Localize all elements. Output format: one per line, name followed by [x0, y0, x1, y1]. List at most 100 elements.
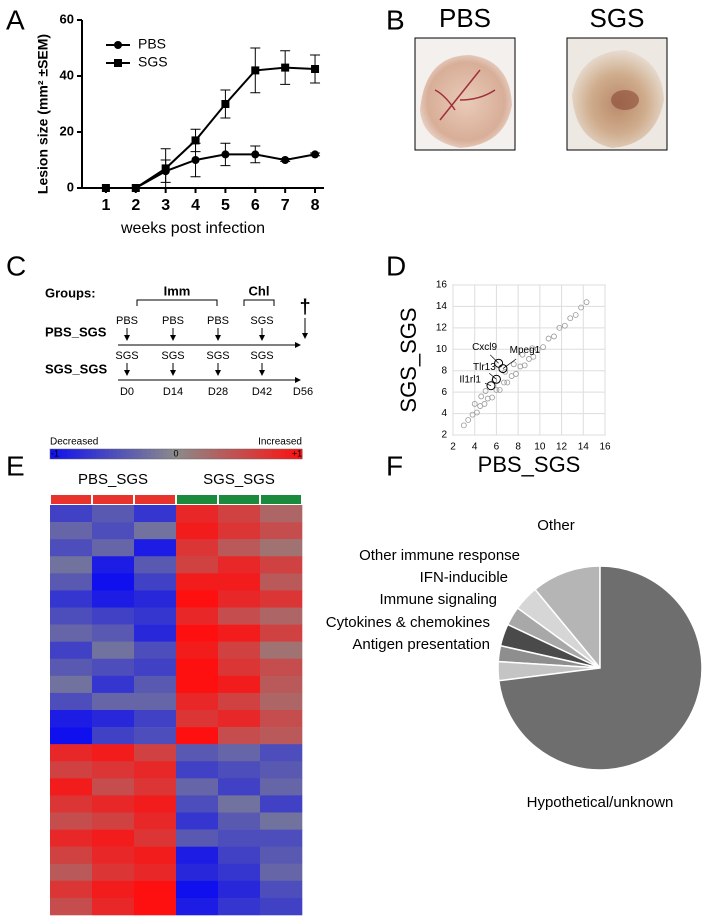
x-tick-label: 5 — [221, 197, 230, 214]
heatmap-cell — [134, 795, 177, 813]
heatmap-cell — [134, 897, 177, 916]
data-point — [501, 379, 507, 386]
column-bar — [135, 495, 175, 504]
gene-label: Cxcl9 — [472, 342, 497, 353]
panel-letter: E — [6, 450, 25, 481]
photo-label: SGS — [590, 3, 645, 33]
x-tick-label: 10 — [534, 442, 546, 453]
phase-label: Imm — [164, 283, 191, 298]
heatmap-cell — [50, 846, 93, 865]
heatmap-cell — [134, 658, 177, 677]
slice-label: Immune signaling — [379, 591, 497, 608]
data-point — [572, 312, 579, 318]
heatmap-cell — [218, 658, 261, 677]
colorbar-segment — [264, 449, 269, 459]
data-point — [489, 394, 495, 401]
x-tick-label: 2 — [131, 197, 140, 214]
heatmap-cell — [134, 863, 177, 882]
x-tick-label: 16 — [599, 442, 611, 453]
data-point — [519, 351, 526, 358]
heatmap-cell — [134, 624, 177, 642]
heatmap-cell — [50, 829, 93, 847]
heatmap-cell — [134, 641, 177, 660]
heatmap-cell — [218, 539, 261, 557]
highlight-point — [498, 364, 508, 374]
heatmap-cell — [176, 607, 219, 625]
highlight-point — [491, 374, 501, 384]
data-point — [561, 322, 568, 329]
heatmap-cell — [50, 863, 93, 882]
legend-label: SGS — [138, 54, 168, 70]
data-point — [221, 150, 230, 159]
colorbar-segment — [125, 449, 131, 459]
heatmap-cell — [218, 880, 261, 899]
colorbar-segment — [66, 449, 72, 459]
heatmap-cell — [134, 607, 177, 625]
colorbar-segment — [104, 449, 110, 459]
heatmap-cell — [260, 846, 303, 865]
x-tick-label: 2 — [450, 442, 456, 453]
heatmap-cell — [134, 812, 177, 830]
heatmap-cell — [260, 624, 303, 642]
group-name: PBS_SGS — [45, 324, 107, 339]
heatmap-cell — [92, 863, 135, 882]
heatmap-cell — [134, 727, 177, 745]
colorbar-segment — [150, 449, 156, 459]
heatmap-cell — [176, 812, 219, 830]
heatmap-cell — [260, 539, 303, 557]
colorbar-segment — [297, 449, 303, 459]
heatmap-cell — [92, 641, 135, 660]
heatmap-cell — [92, 539, 135, 557]
y-tick-label: 2 — [441, 430, 447, 441]
highlight-point — [486, 381, 496, 391]
heatmap-cell — [260, 880, 303, 899]
colorbar-segment — [79, 449, 85, 459]
heatmap-cell — [176, 505, 219, 523]
heatmap-cell — [92, 573, 135, 591]
column-bar — [177, 495, 217, 504]
step: SGS — [250, 315, 273, 327]
colorbar-segment — [129, 449, 135, 459]
colorbar-tick: +1 — [292, 448, 302, 458]
heatmap-cell — [176, 829, 219, 847]
heatmap-cell — [176, 675, 219, 694]
colorbar-frame — [49, 448, 303, 460]
heatmap-cell — [260, 573, 303, 591]
colorbar-label: Increased — [258, 437, 302, 448]
data-point — [521, 362, 528, 369]
heatmap-cell — [218, 556, 261, 574]
heatmap-cell — [176, 641, 219, 660]
data-point — [551, 333, 557, 340]
y-tick-label: 0 — [67, 179, 74, 194]
data-point — [496, 387, 503, 393]
heatmap-cell — [260, 744, 303, 762]
heatmap-cell — [134, 573, 177, 591]
x-axis-label: weeks post infection — [120, 220, 265, 237]
y-tick-label: 20 — [60, 123, 74, 138]
column-bar — [261, 495, 301, 504]
x-tick-label: 8 — [515, 442, 521, 453]
heatmap-cell — [218, 727, 261, 745]
heatmap-cell — [92, 829, 135, 847]
data-point — [545, 335, 552, 342]
data-point — [556, 324, 563, 331]
heatmap-cell — [92, 675, 135, 694]
data-point — [311, 150, 320, 159]
y-axis-label: SGS_SGS — [396, 307, 421, 412]
colorbar-segment — [268, 449, 274, 459]
data-point — [484, 395, 491, 402]
colorbar-segment — [142, 449, 148, 459]
heatmap-cell — [50, 795, 93, 813]
heatmap-cell — [50, 761, 93, 779]
colorbar-label: Decreased — [50, 437, 98, 448]
gene-label: Mpeg1 — [510, 345, 541, 356]
colorbar-segment — [218, 449, 223, 459]
panel-letter: B — [386, 4, 405, 35]
x-tick-label: 4 — [191, 197, 200, 214]
step: PBS — [207, 315, 229, 327]
data-point — [281, 63, 290, 72]
heatmap-cell — [176, 624, 219, 642]
heatmap-cell — [92, 761, 135, 779]
colorbar-segment — [289, 449, 295, 459]
day: D56 — [293, 386, 313, 398]
